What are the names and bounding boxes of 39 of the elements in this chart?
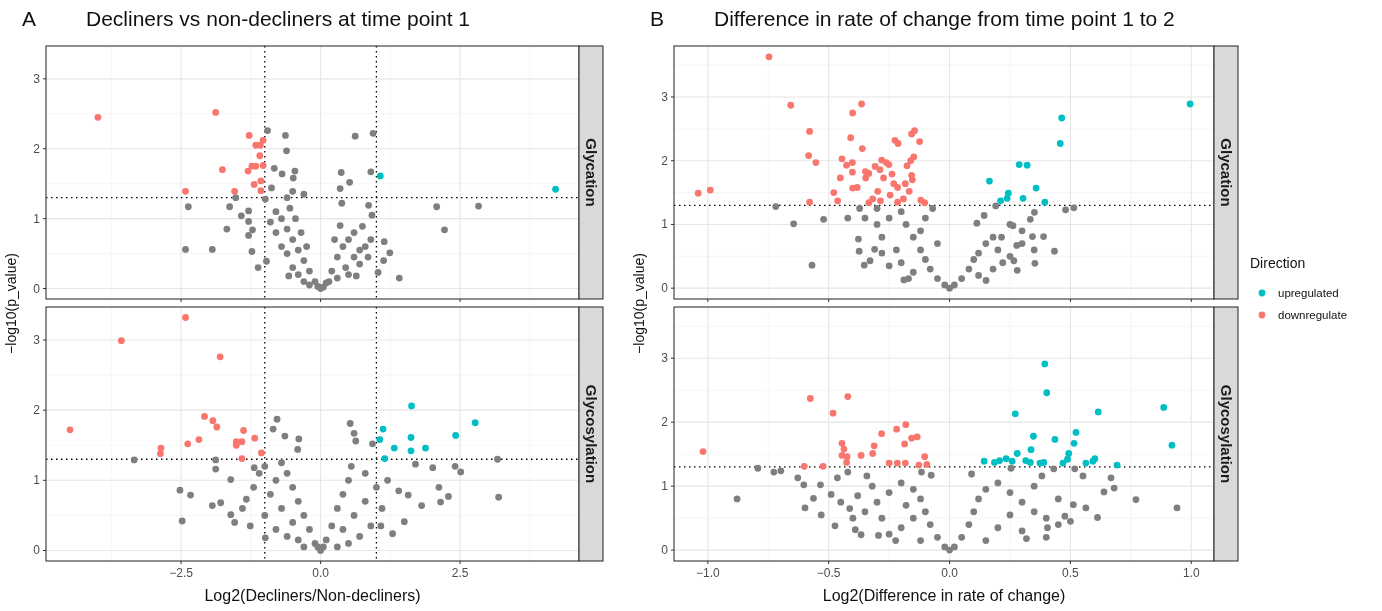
legend-label: upregulated (1278, 287, 1339, 299)
y-axis-title: −log10(p_value) (631, 253, 647, 354)
x-tick-label: 0.5 (1062, 566, 1080, 580)
y-tick-label: 2 (33, 403, 41, 418)
y-axis-title: −log10(p_value) (3, 253, 19, 354)
x-axis-title: Log2(Difference in rate of change) (822, 587, 1066, 604)
y-tick-label: 1 (661, 479, 669, 494)
y-tick-label: 0 (33, 543, 41, 558)
legend-title: Direction (1250, 255, 1306, 271)
y-tick-label: 2 (661, 153, 669, 168)
text: Glycosylation (1217, 384, 1235, 484)
text: A (22, 7, 37, 30)
x-tick-label: 1.0 (1182, 566, 1200, 580)
x-tick-label: −0.5 (816, 566, 841, 580)
x-tick-label: 2.5 (451, 566, 469, 580)
y-tick-label: 1 (33, 211, 41, 226)
y-tick-label: 2 (33, 141, 41, 156)
y-tick-label: 3 (661, 351, 669, 366)
y-tick-label: 1 (33, 473, 41, 488)
text: Glycation (1217, 138, 1235, 207)
chart-title: Decliners vs non-decliners at time point 1 (86, 7, 471, 30)
text: Glycation (582, 138, 600, 207)
text: B (650, 7, 665, 30)
chart-title: Difference in rate of change from time point 1 to 2 (714, 7, 1175, 30)
y-tick-label: 0 (661, 543, 669, 558)
x-tick-label: 0.0 (941, 566, 959, 580)
x-tick-label: −1.0 (695, 566, 720, 580)
x-tick-label: −2.5 (169, 566, 194, 580)
y-tick-label: 0 (661, 281, 669, 296)
legend-label: downregulate (1278, 309, 1348, 321)
y-tick-label: 3 (33, 332, 41, 347)
x-axis-title: Log2(Decliners/Non-decliners) (204, 587, 421, 604)
y-tick-label: 1 (661, 217, 669, 232)
y-tick-label: 3 (661, 89, 669, 104)
x-tick-label: 0.0 (312, 566, 330, 580)
y-tick-label: 0 (33, 281, 41, 296)
y-tick-label: 3 (33, 71, 41, 86)
y-tick-label: 2 (661, 415, 669, 430)
text: Glycosylation (582, 384, 600, 484)
